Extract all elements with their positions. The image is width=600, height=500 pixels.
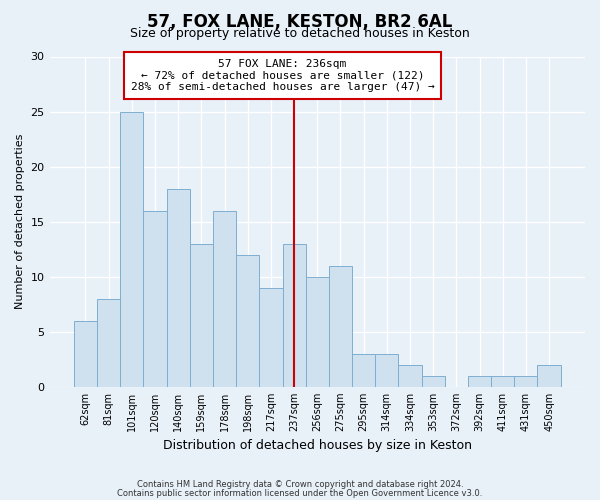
Bar <box>468 376 491 387</box>
Bar <box>283 244 305 387</box>
Bar <box>422 376 445 387</box>
X-axis label: Distribution of detached houses by size in Keston: Distribution of detached houses by size … <box>163 440 472 452</box>
Text: Contains HM Land Registry data © Crown copyright and database right 2024.: Contains HM Land Registry data © Crown c… <box>137 480 463 489</box>
Bar <box>236 254 259 387</box>
Bar <box>213 210 236 387</box>
Bar <box>491 376 514 387</box>
Bar <box>190 244 213 387</box>
Bar <box>143 210 167 387</box>
Bar <box>74 320 97 387</box>
Bar <box>329 266 352 387</box>
Bar <box>120 112 143 387</box>
Y-axis label: Number of detached properties: Number of detached properties <box>15 134 25 310</box>
Bar <box>97 298 120 387</box>
Text: 57, FOX LANE, KESTON, BR2 6AL: 57, FOX LANE, KESTON, BR2 6AL <box>148 12 452 30</box>
Bar <box>167 188 190 387</box>
Text: Contains public sector information licensed under the Open Government Licence v3: Contains public sector information licen… <box>118 488 482 498</box>
Bar <box>259 288 283 387</box>
Text: 57 FOX LANE: 236sqm
← 72% of detached houses are smaller (122)
28% of semi-detac: 57 FOX LANE: 236sqm ← 72% of detached ho… <box>131 58 434 92</box>
Bar <box>352 354 375 387</box>
Text: Size of property relative to detached houses in Keston: Size of property relative to detached ho… <box>130 28 470 40</box>
Bar <box>305 276 329 387</box>
Bar <box>398 365 422 387</box>
Bar <box>538 365 560 387</box>
Bar <box>375 354 398 387</box>
Bar <box>514 376 538 387</box>
